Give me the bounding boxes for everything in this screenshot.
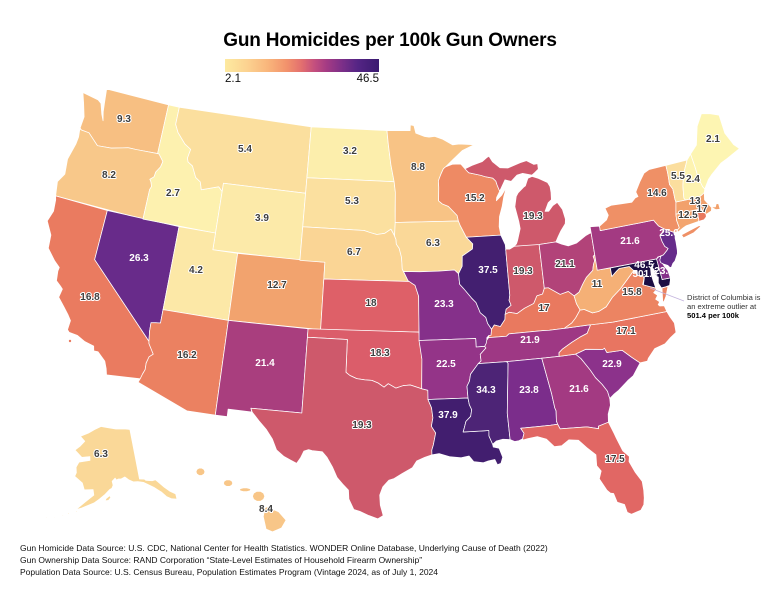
svg-text:15.8: 15.8 [622,287,642,298]
svg-text:2.1: 2.1 [706,134,720,145]
svg-text:19.3: 19.3 [352,420,372,431]
svg-text:14.6: 14.6 [647,188,667,199]
svg-text:21.1: 21.1 [555,259,575,270]
svg-text:23.3: 23.3 [434,299,454,310]
svg-text:26.3: 26.3 [129,253,149,264]
svg-text:16.2: 16.2 [177,350,197,361]
svg-text:6.7: 6.7 [347,247,361,258]
svg-text:21.9: 21.9 [520,335,540,346]
svg-text:5.4: 5.4 [238,144,252,155]
svg-text:3.2: 3.2 [343,146,357,157]
svg-text:21.6: 21.6 [620,236,640,247]
svg-text:5.5: 5.5 [671,171,685,182]
svg-text:19.3: 19.3 [523,211,543,222]
svg-text:15.2: 15.2 [465,193,485,204]
svg-text:6.3: 6.3 [94,449,108,460]
svg-text:8.4: 8.4 [259,504,273,515]
svg-text:8.2: 8.2 [102,170,116,181]
svg-text:2.4: 2.4 [686,174,700,185]
svg-text:13: 13 [689,196,701,207]
svg-text:3.9: 3.9 [255,213,269,224]
svg-text:12.5: 12.5 [678,210,698,221]
svg-text:11: 11 [592,279,603,290]
svg-text:17.1: 17.1 [616,326,636,337]
svg-text:17: 17 [538,303,550,314]
svg-text:18: 18 [365,298,377,309]
svg-text:17: 17 [696,204,708,215]
svg-text:37.9: 37.9 [438,410,458,421]
svg-text:9.3: 9.3 [117,114,131,125]
svg-text:18.3: 18.3 [370,348,390,359]
svg-text:34.3: 34.3 [476,385,496,396]
svg-text:23.3: 23.3 [654,266,674,277]
svg-text:46.5: 46.5 [634,260,654,271]
svg-text:17.5: 17.5 [605,454,625,465]
svg-text:8.8: 8.8 [411,162,425,173]
svg-text:4.2: 4.2 [189,265,203,276]
svg-text:6.3: 6.3 [426,238,440,249]
svg-text:501.4: 501.4 [632,269,657,280]
svg-text:19.3: 19.3 [513,266,533,277]
svg-text:22.5: 22.5 [436,359,456,370]
svg-text:16.8: 16.8 [80,292,100,303]
svg-text:23.8: 23.8 [519,385,539,396]
svg-text:21.6: 21.6 [569,384,589,395]
svg-text:2.7: 2.7 [166,188,180,199]
svg-text:12.7: 12.7 [267,280,287,291]
svg-text:25.6: 25.6 [659,228,679,239]
svg-text:37.5: 37.5 [478,265,498,276]
svg-text:22.9: 22.9 [602,359,622,370]
svg-text:21.4: 21.4 [255,358,275,369]
svg-text:5.3: 5.3 [345,196,359,207]
